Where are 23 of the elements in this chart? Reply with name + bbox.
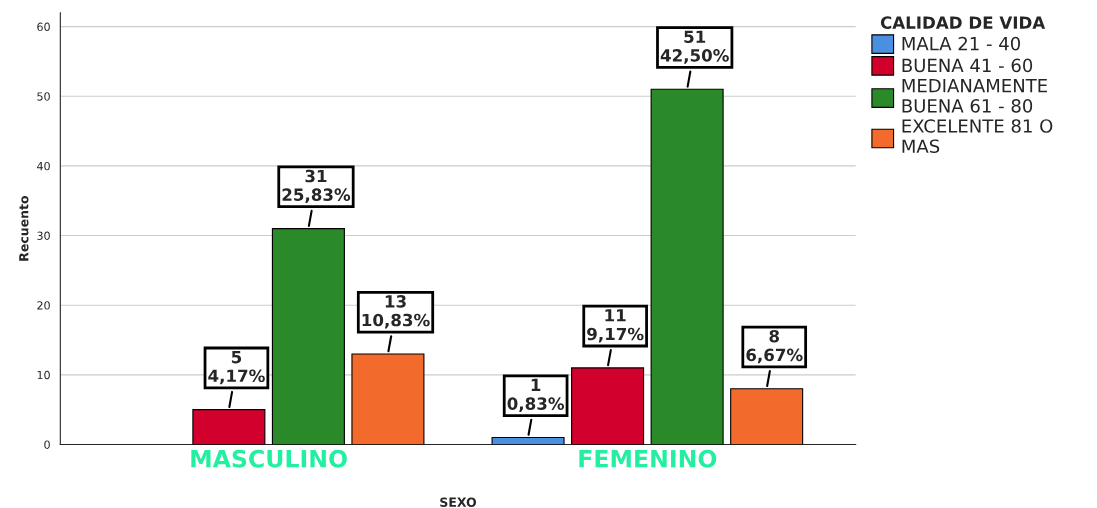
- y-tick-label: 30: [37, 231, 50, 240]
- y-tick-label: 50: [37, 92, 50, 101]
- legend-label: MALA 21 - 40: [902, 36, 1021, 51]
- data-label: 51 42,50%: [660, 30, 729, 64]
- data-label: 31 25,83%: [282, 169, 351, 204]
- x-tick-label: MASCULINO: [191, 449, 347, 468]
- y-tick-label: 10: [37, 370, 50, 380]
- x-axis-title: SEXO: [440, 497, 477, 507]
- legend-label: EXCELENTE 81 O MAS: [902, 119, 1053, 154]
- legend-title: CALIDAD DE VIDA: [880, 16, 1046, 29]
- y-axis-title: Recuento: [19, 195, 29, 261]
- y-tick-label: 60: [37, 22, 50, 32]
- legend-label: MEDIANAMENTE BUENA 61 - 80: [902, 79, 1047, 113]
- data-label: 11 9,17%: [587, 309, 644, 343]
- data-label: 8 6,67%: [746, 329, 803, 364]
- data-label: 5 4,17%: [208, 351, 265, 385]
- legend-label: BUENA 41 - 60: [902, 58, 1033, 73]
- y-tick-label: 40: [37, 161, 50, 171]
- data-label: 1 0,83%: [507, 378, 565, 413]
- y-tick-label: 20: [37, 301, 50, 310]
- data-label: 13 10,83%: [362, 295, 430, 329]
- y-tick-label: 0: [44, 440, 50, 449]
- x-tick-label: FEMENINO: [579, 449, 717, 468]
